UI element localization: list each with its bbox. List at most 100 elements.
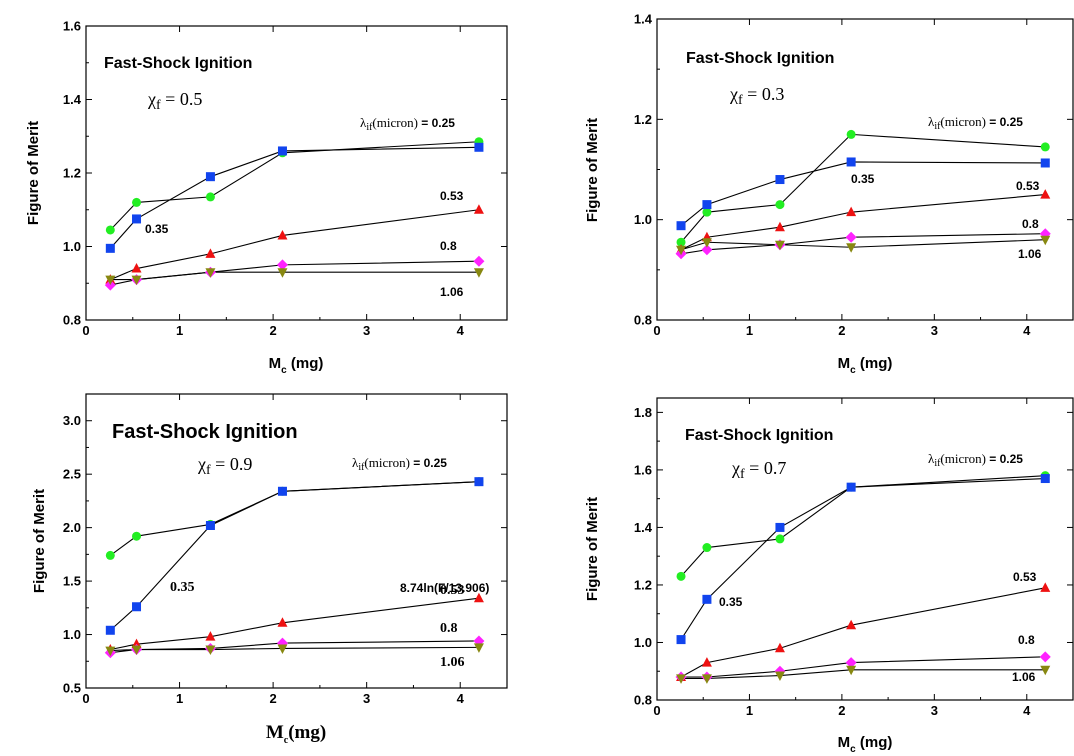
data-point-0.25 [702,207,712,217]
y-tick-label: 0.8 [63,313,81,328]
x-tick-label: 3 [931,703,938,718]
series-line-1.06 [110,646,479,652]
x-tick-label: 1 [746,703,753,718]
x-tick-label: 2 [838,703,845,718]
x-tick-label: 2 [838,323,845,338]
y-tick-label: 1.2 [634,112,652,127]
series-line-0.25 [680,475,1046,577]
y-tick-label: 1.6 [63,19,81,34]
x-tick-label: 0 [653,323,660,338]
data-point-0.35 [474,477,484,487]
data-point-1.06 [131,645,142,656]
lambda-label: λif(micron) = 0.25 [360,115,455,133]
series-label-0.53: 0.53 [440,583,465,598]
x-tick-label: 1 [746,323,753,338]
data-point-1.06 [473,643,484,653]
x-tick-label: 4 [1023,703,1031,718]
lambda-label: λif(micron) = 0.25 [928,451,1023,469]
series-label-0.53: 0.53 [1016,179,1040,193]
series-line-0.8 [110,260,479,286]
data-point-0.8 [473,255,485,267]
y-tick-label: 1.0 [634,212,652,227]
series-label-0.35: 0.35 [145,222,169,236]
series-line-0.8 [110,640,479,654]
series-line-0.25 [680,133,1046,243]
data-point-0.35 [702,200,712,210]
x-tick-label: 0 [82,691,89,706]
y-axis-label: Figure of Merit [31,489,48,593]
series-label-1.06: 1.06 [1012,670,1036,684]
x-tick-label: 3 [363,323,370,338]
series-label-0.35: 0.35 [170,580,195,595]
data-point-1.06 [131,275,142,286]
y-tick-label: 1.2 [63,166,81,181]
data-point-0.35 [105,625,115,635]
data-point-0.25 [205,192,215,202]
data-point-0.25 [105,225,115,235]
data-point-1.06 [774,671,785,682]
panel-title: Fast-Shock Ignition [685,427,833,444]
y-tick-label: 0.8 [634,313,652,328]
data-point-1.06 [277,644,288,654]
data-point-0.53 [701,657,712,667]
data-point-0.35 [702,594,712,604]
data-point-1.06 [676,674,687,684]
x-tick-label: 3 [363,691,370,706]
data-point-0.35 [277,146,287,156]
data-point-1.06 [676,245,687,256]
y-tick-label: 1.2 [634,577,652,592]
panel-title: Fast-Shock Ignition [104,55,252,72]
data-point-0.35 [676,221,686,231]
y-tick-label: 1.0 [634,635,652,650]
series-label-0.53: 0.53 [1013,570,1037,584]
plot-frame [656,397,1074,701]
data-point-0.35 [1040,474,1050,484]
data-point-0.53 [473,204,484,214]
fit-annotation: 8.74ln(F/13.906) [400,581,489,595]
data-point-0.8 [845,657,857,669]
series-label-0.35: 0.35 [851,172,875,186]
data-point-0.53 [1040,582,1051,592]
data-point-0.35 [105,243,115,253]
series-line-0.8 [681,656,1046,678]
y-tick-label: 2.0 [63,520,81,535]
x-tick-label: 1 [176,691,183,706]
data-point-1.06 [1040,235,1051,246]
series-line-0.53 [110,209,480,281]
y-tick-label: 1.8 [634,405,652,420]
data-point-0.25 [775,200,785,210]
chart-panel-3: 0 1 2 3 4 0.5 1.0 1.5 2.0 2.5 3.0 Figure of Merit Mc… [31,393,508,746]
data-point-0.35 [846,482,856,492]
data-point-1.06 [205,268,216,278]
y-axis-label: Figure of Merit [584,118,601,222]
data-point-1.06 [701,238,712,248]
x-tick-label: 1 [176,323,183,338]
data-point-0.53 [277,617,288,627]
chi-label: χf = 0.5 [147,89,202,113]
y-tick-label: 0.5 [63,681,81,696]
x-axis-label: Mc (mg) [838,734,893,755]
x-tick-label: 4 [457,323,465,338]
x-tick-label: 4 [457,691,465,706]
data-point-0.53 [1040,189,1051,199]
data-point-0.35 [775,175,785,185]
series-label-1.06: 1.06 [440,285,464,299]
data-point-0.25 [676,237,686,247]
data-point-0.53 [774,642,785,653]
data-point-0.35 [132,602,142,612]
series-line-0.35 [680,477,1046,640]
data-point-0.25 [846,129,856,139]
chart-panel-4: 0 1 2 3 4 0.8 1.0 1.2 1.4 1.6 1.8 Figure of Merit Mc… [584,397,1074,755]
y-tick-label: 0.8 [634,693,652,708]
data-point-0.25 [132,531,142,541]
x-tick-label: 2 [269,323,276,338]
data-point-0.25 [105,550,115,560]
chi-label: χf = 0.3 [729,84,784,108]
data-point-0.25 [132,197,142,207]
y-tick-label: 1.4 [634,520,653,535]
y-axis-label: Figure of Merit [25,121,42,225]
series-label-0.8: 0.8 [1018,633,1035,647]
lambda-label: λif(micron) = 0.25 [928,114,1023,132]
y-tick-label: 3.0 [63,413,81,428]
data-point-0.53 [846,619,857,630]
